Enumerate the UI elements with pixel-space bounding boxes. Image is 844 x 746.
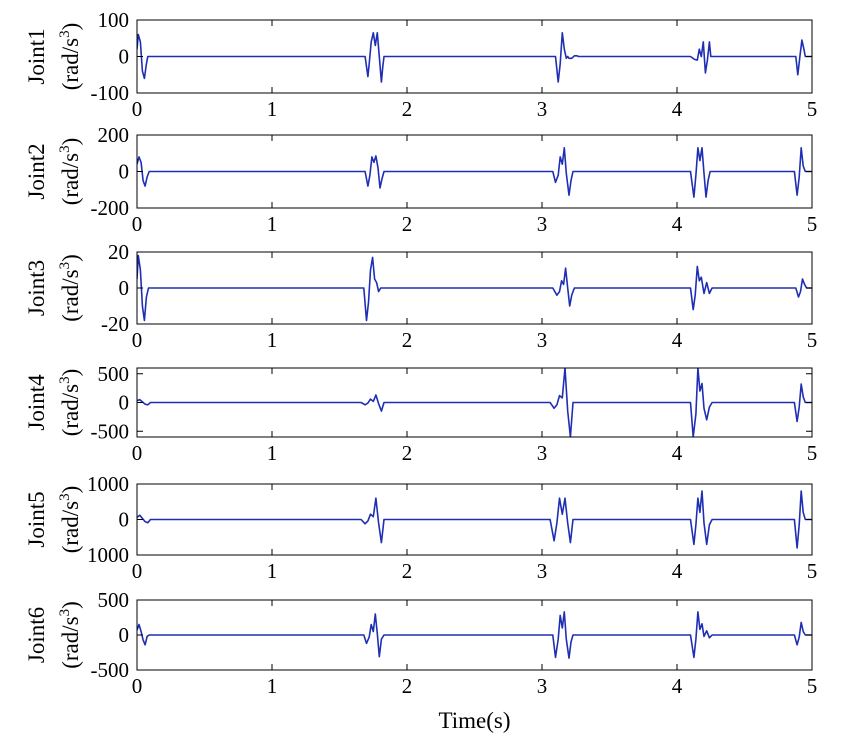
y-tick-label: 200	[98, 123, 130, 147]
x-tick-label: 3	[537, 328, 548, 352]
x-axis-label: Time(s)	[439, 708, 511, 733]
y-axis-unit: (rad/s3)	[57, 254, 83, 322]
unit-text: (rad/s	[58, 153, 83, 205]
y-tick-label: -200	[91, 196, 130, 220]
y-axis-label: Joint4	[24, 374, 49, 431]
y-axis-label: Joint2	[24, 143, 49, 199]
joint3-trace	[137, 254, 812, 322]
unit-text: )	[58, 254, 83, 262]
unit-superscript: 3	[57, 609, 73, 617]
unit-text: )	[58, 138, 83, 146]
x-tick-label: 2	[402, 674, 413, 698]
x-tick-label: 4	[672, 328, 683, 352]
x-tick-label: 5	[807, 328, 818, 352]
y-tick-label: 500	[98, 362, 130, 386]
unit-superscript: 3	[57, 376, 73, 384]
y-axis-label: Joint3	[24, 260, 49, 316]
y-axis-label: Joint6	[24, 607, 49, 663]
unit-superscript: 3	[57, 262, 73, 270]
y-tick-label: 500	[98, 588, 130, 612]
y-axis-unit: (rad/s3)	[57, 486, 83, 554]
y-tick-label: 0	[119, 276, 130, 300]
x-tick-label: 4	[672, 674, 683, 698]
unit-text: )	[58, 601, 83, 609]
joint5-trace	[137, 490, 812, 549]
x-tick-label: 2	[402, 97, 413, 121]
y-axis-unit: (rad/s3)	[57, 138, 83, 206]
x-tick-label: 1	[267, 559, 278, 583]
y-tick-label: 0	[119, 391, 130, 415]
unit-superscript: 3	[57, 30, 73, 38]
joint6-trace	[137, 611, 812, 659]
x-tick-label: 5	[807, 559, 818, 583]
y-tick-label: 0	[119, 45, 130, 69]
y-axis-label: Joint5	[24, 491, 49, 547]
joint4-trace	[137, 368, 812, 437]
x-tick-label: 4	[672, 97, 683, 121]
y-tick-label: -500	[91, 419, 130, 443]
x-tick-label: 1	[267, 97, 278, 121]
x-tick-label: 3	[537, 97, 548, 121]
x-tick-label: 1	[267, 674, 278, 698]
y-tick-label: 20	[108, 240, 129, 264]
x-tick-label: 0	[132, 328, 143, 352]
y-tick-label: -20	[101, 312, 129, 336]
y-tick-label: 0	[119, 623, 130, 647]
joint2-trace	[137, 147, 812, 198]
y-axis-unit: (rad/s3)	[57, 369, 83, 437]
x-tick-label: 2	[402, 212, 413, 236]
y-tick-label: 1000	[87, 472, 129, 496]
unit-text: )	[58, 369, 83, 377]
unit-text: (rad/s	[58, 38, 83, 90]
x-tick-label: 1	[267, 441, 278, 465]
y-tick-label: 100	[98, 8, 130, 32]
x-tick-label: 1	[267, 212, 278, 236]
x-tick-label: 3	[537, 559, 548, 583]
unit-text: )	[58, 23, 83, 31]
x-tick-label: 2	[402, 441, 413, 465]
x-tick-label: 2	[402, 328, 413, 352]
unit-text: (rad/s	[58, 384, 83, 436]
y-tick-label: -500	[91, 658, 130, 682]
unit-text: (rad/s	[58, 269, 83, 321]
y-axis-unit: (rad/s3)	[57, 601, 83, 669]
x-tick-label: 3	[537, 674, 548, 698]
x-tick-label: 1	[267, 328, 278, 352]
x-tick-label: 0	[132, 674, 143, 698]
x-tick-label: 2	[402, 559, 413, 583]
x-tick-label: 5	[807, 674, 818, 698]
x-tick-label: 0	[132, 559, 143, 583]
x-tick-label: 5	[807, 212, 818, 236]
x-tick-label: 5	[807, 441, 818, 465]
x-tick-label: 4	[672, 212, 683, 236]
y-tick-label: 0	[119, 160, 130, 184]
unit-text: )	[58, 486, 83, 494]
y-axis-unit: (rad/s3)	[57, 23, 83, 91]
unit-text: (rad/s	[58, 501, 83, 553]
unit-text: (rad/s	[58, 616, 83, 668]
y-tick-label: 1000	[87, 543, 129, 567]
x-tick-label: 3	[537, 441, 548, 465]
x-tick-label: 0	[132, 212, 143, 236]
x-tick-label: 5	[807, 97, 818, 121]
x-tick-label: 4	[672, 441, 683, 465]
y-tick-label: 0	[119, 508, 130, 532]
x-tick-label: 4	[672, 559, 683, 583]
unit-superscript: 3	[57, 145, 73, 153]
x-tick-label: 0	[132, 441, 143, 465]
y-tick-label: -100	[91, 81, 130, 105]
joint1-trace	[137, 31, 812, 83]
y-axis-label: Joint1	[24, 28, 49, 84]
unit-superscript: 3	[57, 493, 73, 501]
x-tick-label: 0	[132, 97, 143, 121]
x-tick-label: 3	[537, 212, 548, 236]
